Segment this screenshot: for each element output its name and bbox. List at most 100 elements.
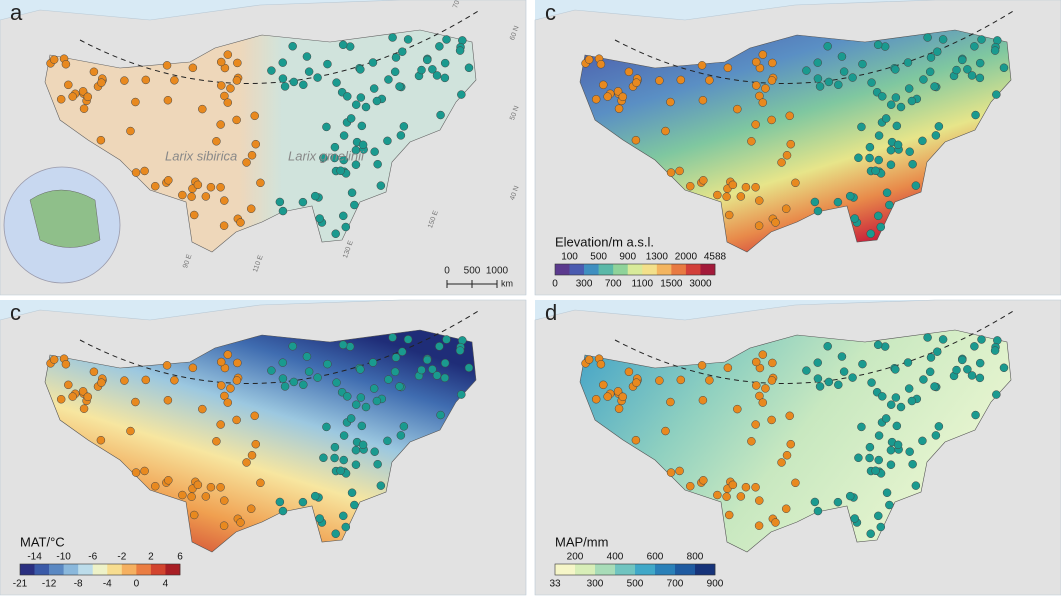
legend-cell	[700, 264, 716, 275]
site-dot	[886, 400, 896, 409]
site-dot	[736, 192, 746, 201]
legend-tick-label: 2	[148, 552, 154, 563]
site-dot	[975, 58, 985, 68]
site-dot	[216, 483, 225, 492]
site-dot	[131, 97, 140, 107]
site-dot	[345, 42, 355, 51]
site-dot	[723, 363, 733, 373]
site-dot	[758, 98, 768, 107]
legend-cell	[655, 564, 676, 575]
site-dot	[330, 153, 339, 163]
site-dot	[661, 126, 670, 136]
study-region	[44, 29, 477, 253]
site-dot	[632, 378, 641, 387]
site-dot	[398, 347, 407, 356]
site-dot	[952, 365, 961, 375]
site-dot	[837, 52, 847, 61]
site-dot	[918, 436, 927, 446]
site-dot	[975, 358, 985, 368]
site-dot	[219, 221, 229, 230]
graticule-label: 70 N	[452, 0, 464, 9]
site-dot	[384, 75, 393, 84]
map-panel: c MAT/°C -21 -12 -8 -4 0 4 -14 -10 -6 -2 2 6	[0, 299, 527, 596]
site-dot	[919, 375, 928, 384]
legend-tick-label: 2000	[675, 252, 698, 263]
map-panel: c Elevation/m a.s.l. 0 300 700 1100 1500 3000 10…	[534, 0, 1061, 296]
site-dot	[64, 80, 73, 90]
site-dot	[908, 159, 917, 169]
site-dot	[357, 121, 367, 131]
site-dot	[754, 221, 764, 230]
legend-tick-label: 33	[549, 579, 561, 590]
site-dot	[722, 192, 731, 201]
site-dot	[752, 381, 761, 390]
site-dot	[302, 52, 312, 61]
site-dot	[676, 75, 686, 85]
site-dot	[768, 358, 777, 368]
site-dot	[220, 391, 229, 401]
site-dot	[220, 496, 229, 505]
site-dot	[891, 393, 901, 402]
legend-tick-label: -21	[13, 579, 28, 590]
site-dot	[857, 422, 866, 432]
site-dot	[813, 74, 823, 83]
site-dot	[140, 466, 149, 476]
graticule-label: 40 N	[509, 185, 521, 201]
site-dot	[848, 373, 857, 382]
legend-title: Elevation/m a.s.l.	[555, 234, 654, 249]
site-dot	[216, 183, 225, 192]
site-dot	[278, 74, 288, 83]
site-dot	[464, 363, 474, 373]
site-dot	[685, 481, 695, 491]
legend-tick-label: -6	[88, 552, 97, 563]
site-dot	[336, 166, 345, 176]
site-dot	[250, 411, 259, 421]
site-dot	[813, 58, 822, 67]
site-dot	[666, 97, 675, 107]
site-dot	[164, 476, 173, 485]
graticule-label: 50 N	[509, 105, 521, 121]
site-dot	[289, 377, 299, 387]
site-dot	[992, 90, 1001, 99]
site-dot	[865, 142, 875, 152]
site-dot	[761, 84, 770, 93]
site-dot	[343, 92, 352, 101]
site-dot	[903, 358, 913, 367]
site-dot	[242, 458, 251, 467]
legend-cell	[63, 564, 79, 575]
site-dot	[990, 346, 1000, 355]
site-dot	[396, 431, 406, 440]
site-dot	[785, 411, 794, 421]
site-dot	[754, 521, 764, 530]
site-dot	[698, 95, 708, 105]
legend-tick-label: 700	[667, 579, 684, 590]
site-dot	[931, 131, 941, 140]
legend-cell	[569, 264, 585, 275]
legend-tick-label: -12	[42, 579, 57, 590]
site-dot	[267, 66, 276, 75]
site-dot	[603, 392, 612, 401]
site-dot	[751, 420, 760, 429]
site-dot	[723, 63, 733, 73]
site-dot	[242, 158, 251, 167]
site-dot	[938, 335, 948, 344]
legend-frame	[554, 563, 716, 576]
site-dot	[440, 58, 450, 68]
site-dot	[310, 191, 320, 201]
site-dot	[666, 168, 676, 177]
site-dot	[911, 481, 921, 490]
panel-label: d	[545, 300, 557, 325]
site-dot	[278, 206, 288, 216]
legend-tick-label: -14	[27, 552, 42, 563]
site-dot	[614, 104, 624, 113]
site-dot	[614, 404, 624, 413]
site-dot	[299, 380, 308, 390]
site-dot	[350, 200, 359, 210]
site-dot	[383, 136, 392, 146]
site-dot	[603, 92, 612, 101]
site-dot	[767, 376, 777, 385]
site-dot	[876, 522, 886, 532]
site-dot	[867, 378, 876, 387]
site-dot	[330, 453, 339, 463]
site-dot	[372, 96, 382, 106]
